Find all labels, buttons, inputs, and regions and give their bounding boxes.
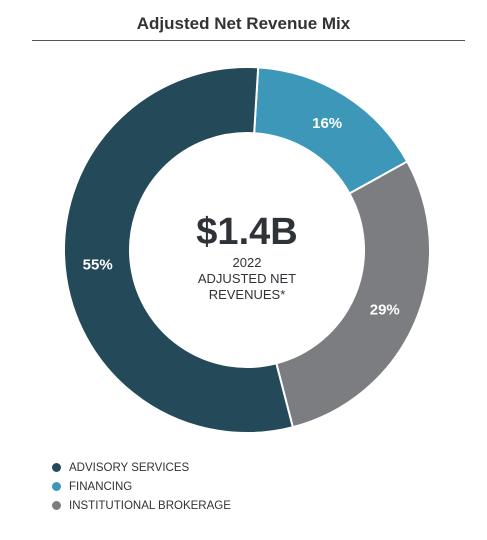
legend-label-institutional-brokerage: INSTITUTIONAL BROKERAGE	[69, 499, 231, 512]
legend-swatch-financing	[52, 482, 61, 491]
slice-label-institutional-brokerage: 29%	[370, 301, 400, 318]
legend-swatch-institutional-brokerage	[52, 501, 61, 510]
chart-title: Adjusted Net Revenue Mix	[136, 14, 351, 33]
slice-label-financing: 16%	[312, 115, 342, 132]
legend-label-financing: FINANCING	[69, 480, 133, 493]
slice-advisory-services	[63, 66, 295, 434]
center-year-label: 2022	[233, 255, 262, 270]
legend-item-financing: FINANCING	[52, 477, 231, 496]
slice-label-advisory-services: 55%	[83, 256, 113, 273]
center-label-line-1: ADJUSTED NET	[198, 271, 296, 286]
center-total-value: $1.4B	[196, 211, 297, 253]
legend-item-advisory-services: ADVISORY SERVICES	[52, 458, 231, 477]
slice-institutional-brokerage	[275, 160, 431, 429]
chart-legend: ADVISORY SERVICES FINANCING INSTITUTIONA…	[52, 458, 231, 515]
legend-swatch-advisory-services	[52, 463, 61, 472]
center-label-line-2: REVENUES*	[209, 287, 286, 302]
legend-label-advisory-services: ADVISORY SERVICES	[69, 461, 190, 474]
title-divider	[32, 40, 465, 41]
legend-item-institutional-brokerage: INSTITUTIONAL BROKERAGE	[52, 496, 231, 515]
